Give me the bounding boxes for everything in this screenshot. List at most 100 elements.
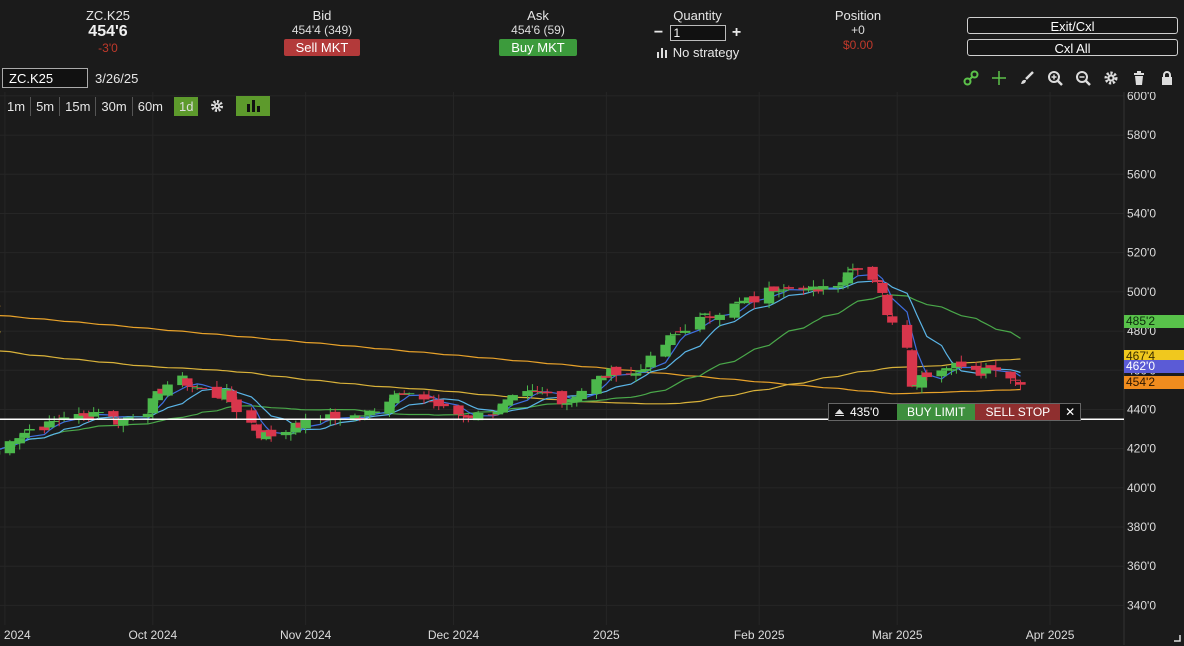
candle-body bbox=[779, 289, 789, 290]
position-block: Position +0 $0.00 bbox=[818, 8, 898, 53]
candle-body bbox=[187, 386, 197, 387]
chart-tools bbox=[962, 69, 1176, 87]
y-tick-label: 420'0 bbox=[1127, 442, 1156, 456]
bid-label: Bid bbox=[272, 8, 372, 23]
quote-header: ZC.K25 454'6 -3'0 Bid 454'4 (349) Sell M… bbox=[0, 0, 1184, 66]
candle-body bbox=[670, 334, 680, 335]
candle-body bbox=[833, 286, 843, 288]
candle-body bbox=[532, 391, 542, 392]
ask-value: 454'6 (59) bbox=[488, 23, 588, 38]
candle-body bbox=[439, 404, 449, 406]
candle-body bbox=[665, 335, 675, 345]
zoom-in-icon[interactable] bbox=[1046, 69, 1064, 87]
interval-30m[interactable]: 30m bbox=[96, 97, 132, 116]
candle-body bbox=[631, 373, 641, 375]
settings-icon[interactable] bbox=[1102, 69, 1120, 87]
y-tick-label: 440'0 bbox=[1127, 402, 1156, 416]
buy-market-button[interactable]: Buy MKT bbox=[499, 39, 576, 56]
candle-body bbox=[739, 301, 749, 303]
candle-body bbox=[577, 391, 587, 399]
interval-15m[interactable]: 15m bbox=[60, 97, 96, 116]
drag-handle-icon[interactable] bbox=[835, 408, 844, 416]
position-pnl: $0.00 bbox=[818, 38, 898, 53]
position-label: Position bbox=[818, 8, 898, 23]
bid-block: Bid 454'4 (349) Sell MKT bbox=[272, 8, 372, 56]
candle-body bbox=[843, 272, 853, 283]
quantity-decrease-button[interactable]: − bbox=[652, 24, 666, 42]
candle-body bbox=[813, 289, 823, 291]
y-tick-label: 580'0 bbox=[1127, 128, 1156, 142]
price-tag: 462'0 bbox=[1124, 360, 1184, 373]
y-tick-label: 600'0 bbox=[1127, 92, 1156, 103]
candle-body bbox=[197, 388, 207, 389]
candle-body bbox=[123, 417, 133, 418]
x-tick-label: Nov 2024 bbox=[280, 628, 332, 642]
interval-60m[interactable]: 60m bbox=[133, 97, 168, 116]
position-value: +0 bbox=[818, 23, 898, 38]
candle-body bbox=[660, 345, 670, 357]
link-icon[interactable] bbox=[962, 69, 980, 87]
candle-body bbox=[384, 402, 394, 413]
interval-5m[interactable]: 5m bbox=[31, 97, 60, 116]
zoom-out-icon[interactable] bbox=[1074, 69, 1092, 87]
price-change: -3'0 bbox=[78, 41, 138, 56]
candle-body bbox=[882, 295, 892, 315]
order-line-widget: 435'0 BUY LIMIT SELL STOP ✕ bbox=[828, 403, 1081, 421]
candle-body bbox=[729, 304, 739, 318]
close-icon[interactable]: ✕ bbox=[1060, 404, 1080, 420]
symbol-input[interactable]: ZC.K25 bbox=[2, 68, 88, 88]
lock-icon[interactable] bbox=[1158, 69, 1176, 87]
candle-body bbox=[404, 393, 414, 394]
x-tick-label: 2025 bbox=[593, 628, 620, 642]
chart-type-icon[interactable] bbox=[236, 96, 270, 116]
x-tick-label: Feb 2025 bbox=[734, 628, 785, 642]
exit-cancel-button[interactable]: Exit/Cxl bbox=[967, 17, 1178, 34]
candle-body bbox=[981, 368, 991, 374]
candle-body bbox=[872, 280, 882, 282]
candle-body bbox=[887, 316, 897, 322]
candle-body bbox=[143, 414, 153, 417]
candle-body bbox=[907, 350, 917, 386]
quantity-block: Quantity − + No strategy bbox=[645, 8, 750, 60]
price-chart[interactable]: 600'0580'0560'0540'0520'0500'0480'0460'0… bbox=[0, 92, 1184, 645]
quantity-input[interactable] bbox=[670, 25, 726, 41]
bid-value: 454'4 (349) bbox=[272, 23, 372, 38]
quantity-label: Quantity bbox=[645, 8, 750, 23]
candle-body bbox=[557, 391, 567, 404]
candle-body bbox=[251, 424, 261, 430]
interval-1m[interactable]: 1m bbox=[2, 97, 31, 116]
interval-settings-icon[interactable] bbox=[210, 98, 226, 114]
candle-body bbox=[488, 414, 498, 415]
candle-body bbox=[601, 376, 611, 378]
x-tick-label: Sep 2024 bbox=[0, 628, 31, 642]
trash-icon[interactable] bbox=[1130, 69, 1148, 87]
brush-icon[interactable] bbox=[1018, 69, 1036, 87]
candle-body bbox=[24, 429, 34, 431]
candle-body bbox=[646, 356, 656, 368]
resize-handle-icon[interactable] bbox=[1172, 632, 1182, 642]
order-price-label: 435'0 bbox=[850, 405, 879, 419]
candle-body bbox=[300, 419, 310, 428]
candle-body bbox=[1010, 380, 1020, 381]
interval-1d[interactable]: 1d bbox=[174, 97, 198, 116]
candle-body bbox=[591, 379, 601, 394]
candle-body bbox=[902, 325, 912, 348]
sell-stop-button[interactable]: SELL STOP bbox=[975, 404, 1060, 420]
candle-body bbox=[853, 268, 863, 270]
cancel-all-button[interactable]: Cxl All bbox=[967, 39, 1178, 56]
strategy-selector[interactable]: No strategy bbox=[645, 45, 750, 60]
candle-body bbox=[1005, 372, 1015, 379]
crosshair-icon[interactable] bbox=[990, 69, 1008, 87]
buy-limit-button[interactable]: BUY LIMIT bbox=[897, 404, 975, 420]
candle-body bbox=[246, 410, 256, 422]
candle-body bbox=[562, 403, 572, 404]
candle-body bbox=[148, 398, 158, 413]
candle-body bbox=[453, 405, 463, 414]
order-price[interactable]: 435'0 bbox=[829, 404, 897, 420]
quantity-increase-button[interactable]: + bbox=[730, 24, 744, 42]
y-tick-label: 360'0 bbox=[1127, 559, 1156, 573]
candle-body bbox=[424, 397, 434, 399]
sell-market-button[interactable]: Sell MKT bbox=[284, 39, 361, 56]
candle-body bbox=[365, 411, 375, 416]
y-tick-label: 340'0 bbox=[1127, 598, 1156, 612]
